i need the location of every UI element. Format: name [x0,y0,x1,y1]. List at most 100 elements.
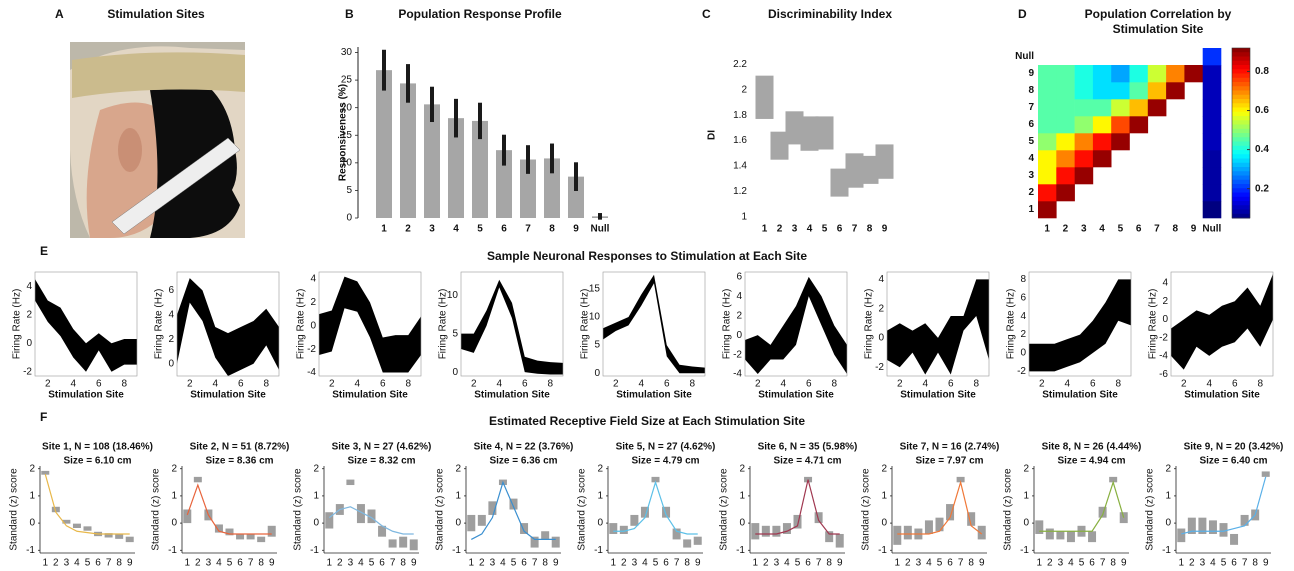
heatmap-cell [1147,82,1167,100]
x-axis-label: Stimulation Site [332,390,408,401]
z-score-box [1240,514,1249,526]
x-tick-label: 6 [238,379,244,390]
y-tick-label: 1.8 [733,110,747,121]
z-score-box [125,536,134,543]
x-tick-label: 5 [653,558,659,569]
y-tick-label: 1.2 [733,186,747,197]
colorbar-step [1232,158,1250,164]
colorbar-step [1232,69,1250,74]
x-tick-label: 1 [1044,224,1050,235]
panel-title: Stimulation Sites [107,7,205,21]
y-tick-label: 5 [346,185,352,196]
z-score-box [761,525,770,537]
y-axis-label: Firing Rate (Hz) [580,289,591,360]
x-tick-label: 7 [525,224,531,235]
x-tick-label: 2 [763,558,769,569]
colorbar-frame [1231,47,1251,219]
x-tick-label: 4 [1064,379,1070,390]
z-score-box [977,525,986,540]
y-tick-label: 0 [455,518,461,529]
x-tick-label: 4 [1206,379,1212,390]
y-tick-label: -1 [310,545,319,556]
x-tick-label: 6 [1090,379,1096,390]
x-tick-label: 7 [532,558,538,569]
x-tick-label: 7 [1100,558,1106,569]
y-tick-label: 4 [1020,311,1026,322]
z-score-box [193,476,202,483]
y-tick-label: -4 [733,369,742,380]
colorbar-step [1232,179,1250,185]
fit-line [1181,476,1267,535]
x-tick-label: 3 [632,558,638,569]
x-tick-label: 7 [1242,558,1248,569]
y-tick-label: 8 [1028,85,1034,96]
y-tick-label: 0 [1023,518,1029,529]
y-tick-label: 25 [341,75,353,86]
range-box [860,155,879,184]
heatmap-cell [1092,116,1112,134]
heatmap-cell [1074,167,1094,185]
z-score-box [104,533,113,538]
y-tick-label: 1 [171,491,177,502]
heatmap-cell [1202,65,1222,83]
heatmap-cell [1074,116,1094,134]
panel-title: Population Response Profile [398,7,562,21]
x-tick-label: 1 [326,558,332,569]
heatmap-cell [1111,133,1130,151]
x-tick-label: 5 [511,558,517,569]
z-score-box [51,506,60,513]
colorbar-label: 0.6 [1255,105,1269,116]
plot-title: Site 2, N = 51 (8.72%) [190,442,290,453]
y-axis-label: Standard (z) score [861,468,872,551]
y-tick-label: 0 [878,333,884,344]
range-box [845,153,864,188]
y-axis-label: Standard (z) score [577,468,588,551]
y-tick-label: 0 [171,518,177,529]
x-tick-label: 5 [477,224,483,235]
y-tick-label: 1.6 [733,135,747,146]
colorbar-step [1232,116,1250,121]
x-tick-label: 9 [127,558,133,569]
y-axis-label: Standard (z) score [293,468,304,551]
z-score-box [946,504,955,521]
x-tick-label: 8 [689,379,695,390]
x-tick-label: 5 [1221,558,1227,569]
x-tick-label: 4 [496,379,502,390]
z-score-box [115,534,124,539]
z-score-box [183,509,192,524]
heatmap-cell [1056,167,1075,185]
y-tick-label: 0 [1020,348,1026,359]
y-tick-label: 5 [1028,136,1034,147]
colorbar-step [1232,65,1250,70]
heatmap-cell [1038,184,1057,202]
colorbar-label: 0.2 [1255,183,1269,194]
z-score-box [246,533,255,540]
colorbar-step [1232,141,1250,147]
x-tick-label: 5 [795,558,801,569]
x-tick-label: 4 [780,379,786,390]
x-tick-label: 8 [263,379,269,390]
y-tick-label: 2 [1023,463,1029,474]
heatmap-cell [1202,82,1222,100]
x-tick-label: 1 [1036,558,1042,569]
fit-line [613,480,698,535]
bar [448,118,464,218]
section-title: Estimated Receptive Field Size at Each S… [489,414,805,428]
y-tick-label: 2 [878,303,884,314]
x-tick-label: 4 [922,379,928,390]
y-tick-label: -1 [1162,545,1171,556]
colorbar-step [1232,94,1250,100]
colorbar-step [1232,124,1250,130]
x-tick-label: 1 [762,224,768,235]
x-tick-label: 1 [894,558,900,569]
x-tick-label: 4 [70,379,76,390]
x-tick-label: 8 [542,558,548,569]
x-tick-label: 9 [837,558,843,569]
x-tick-label: 8 [973,379,979,390]
panel-label: C [702,7,711,21]
heatmap-cell [1202,167,1222,185]
y-tick-label: 1 [1028,204,1034,215]
colorbar-step [1232,145,1250,151]
y-tick-label: 4 [1028,153,1034,164]
x-tick-label: 8 [831,379,837,390]
